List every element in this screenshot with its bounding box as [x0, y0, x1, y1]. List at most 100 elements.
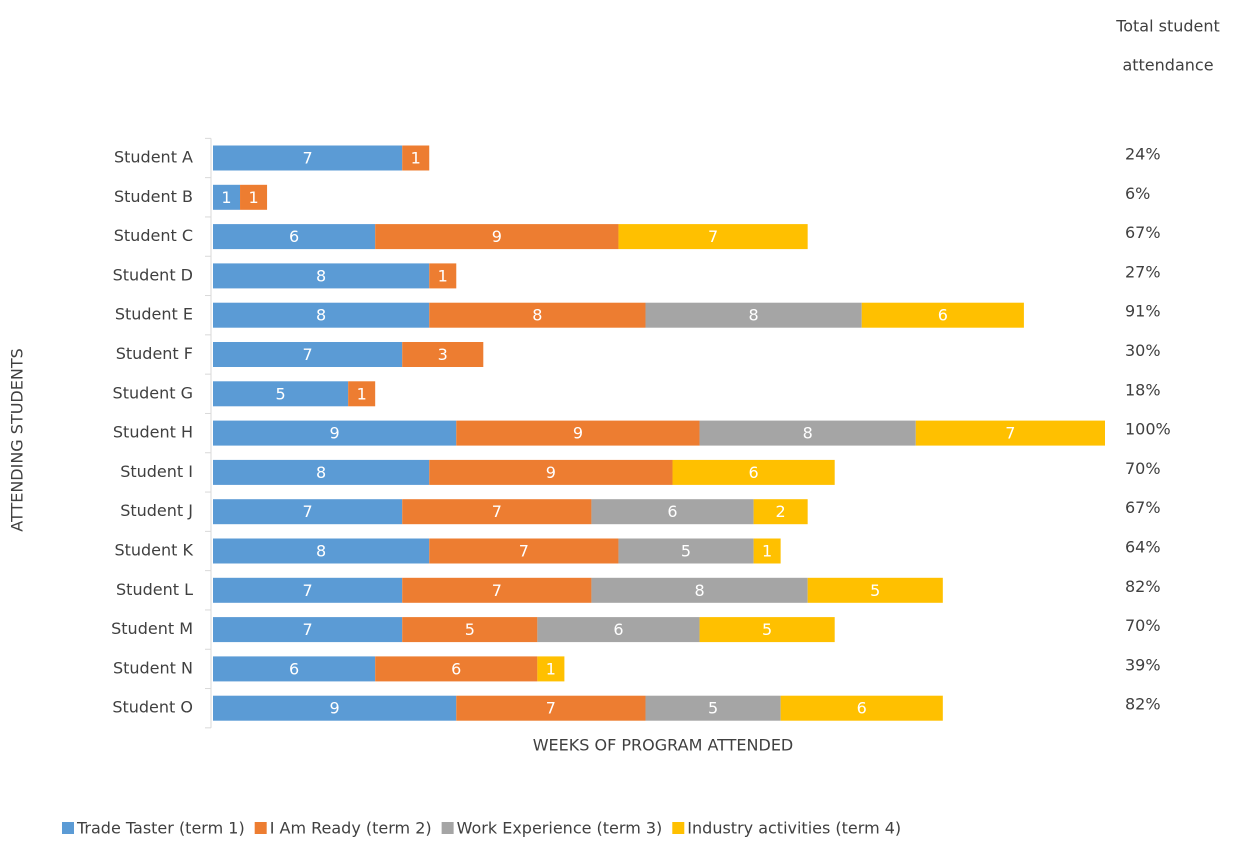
x-axis-title: WEEKS OF PROGRAM ATTENDED: [533, 736, 794, 755]
data-label: 9: [492, 227, 502, 246]
data-label: 5: [681, 542, 691, 561]
y-tick-label: Student B: [114, 187, 193, 206]
y-tick-label: Student I: [120, 462, 193, 481]
y-tick-label: Student K: [114, 541, 193, 560]
bar-segment: [429, 302, 646, 328]
bar-segment: [213, 381, 349, 407]
data-label: 6: [938, 306, 948, 325]
total-label: 24%: [1125, 145, 1161, 164]
data-label: 5: [870, 581, 880, 600]
data-label: 7: [492, 502, 502, 521]
y-tick-label: Student H: [113, 423, 193, 442]
legend-label: Trade Taster (term 1): [76, 819, 245, 838]
data-label: 3: [438, 345, 448, 364]
data-label: 1: [248, 188, 258, 207]
y-tick-label: Student G: [113, 383, 193, 402]
y-tick-label: Student D: [113, 265, 193, 284]
bar-segment: [348, 381, 376, 407]
data-label: 9: [546, 463, 556, 482]
bar-segment: [375, 656, 538, 682]
data-label: 6: [451, 659, 461, 678]
total-label: 18%: [1125, 380, 1161, 399]
bar-segment: [780, 695, 943, 721]
bar-segment: [402, 577, 592, 603]
data-label: 5: [762, 620, 772, 639]
data-label: 1: [546, 659, 556, 678]
data-label: 7: [303, 620, 313, 639]
bar-segment: [402, 342, 484, 367]
data-label: 7: [1005, 424, 1015, 443]
data-label: 9: [330, 699, 340, 718]
bar-segment: [753, 538, 781, 564]
total-label: 64%: [1125, 538, 1161, 557]
bar-segment: [807, 577, 943, 603]
y-tick-label: Student N: [113, 658, 193, 677]
data-label: 1: [411, 149, 421, 168]
total-title: Total student: [1115, 17, 1220, 36]
bar-segment: [645, 695, 781, 721]
data-label: 6: [667, 502, 677, 521]
total-title: attendance: [1122, 56, 1213, 75]
data-label: 7: [303, 502, 313, 521]
bar-segment: [213, 617, 403, 643]
bar-segment: [213, 538, 430, 564]
data-label: 8: [749, 306, 759, 325]
y-axis-title: ATTENDING STUDENTS: [8, 348, 27, 532]
data-label: 9: [330, 424, 340, 443]
bar-segment: [456, 420, 700, 446]
total-label: 30%: [1125, 341, 1161, 360]
y-tick-label: Student O: [112, 698, 193, 717]
data-label: 1: [221, 188, 231, 207]
total-label: 82%: [1125, 695, 1161, 714]
y-tick-label: Student F: [116, 344, 193, 363]
total-label: 70%: [1125, 459, 1161, 478]
data-label: 2: [776, 502, 786, 521]
total-label: 27%: [1125, 262, 1161, 281]
data-label: 5: [708, 699, 718, 718]
data-label: 1: [762, 542, 772, 561]
total-label: 100%: [1125, 420, 1171, 439]
bar-segment: [213, 184, 241, 210]
bar-segment: [213, 656, 376, 682]
bar-segment: [699, 617, 835, 643]
legend-swatch: [254, 822, 267, 834]
bar-segment: [537, 617, 700, 643]
data-label: 7: [708, 227, 718, 246]
bar-segment: [213, 263, 430, 289]
data-label: 8: [803, 424, 813, 443]
bar-segment: [753, 499, 808, 525]
bar-segment: [240, 184, 268, 210]
bar-segment: [591, 499, 754, 525]
data-label: 8: [316, 266, 326, 285]
bar-segment: [537, 656, 565, 682]
total-label: 67%: [1125, 223, 1161, 242]
bar-segment: [402, 617, 538, 643]
bar-segment: [213, 342, 403, 367]
data-label: 5: [465, 620, 475, 639]
y-tick-label: Student E: [115, 305, 193, 324]
bar-segment: [618, 224, 808, 250]
data-label: 8: [316, 542, 326, 561]
bar-segment: [375, 224, 619, 250]
data-label: 5: [275, 384, 285, 403]
y-tick-label: Student J: [120, 501, 193, 520]
total-label: 82%: [1125, 577, 1161, 596]
y-tick-label: Student A: [114, 148, 193, 167]
data-label: 7: [492, 581, 502, 600]
bar-segment: [213, 459, 430, 485]
data-label: 8: [694, 581, 704, 600]
data-label: 9: [573, 424, 583, 443]
data-label: 6: [289, 659, 299, 678]
data-label: 6: [857, 699, 867, 718]
data-label: 8: [316, 463, 326, 482]
bar-segment: [591, 577, 808, 603]
bar-segment: [213, 577, 403, 603]
bar-segment: [915, 420, 1105, 446]
total-label: 70%: [1125, 616, 1161, 635]
bar-segment: [213, 695, 457, 721]
data-label: 1: [357, 384, 367, 403]
data-label: 7: [303, 581, 313, 600]
total-label: 39%: [1125, 655, 1161, 674]
bar-segment: [213, 145, 403, 171]
